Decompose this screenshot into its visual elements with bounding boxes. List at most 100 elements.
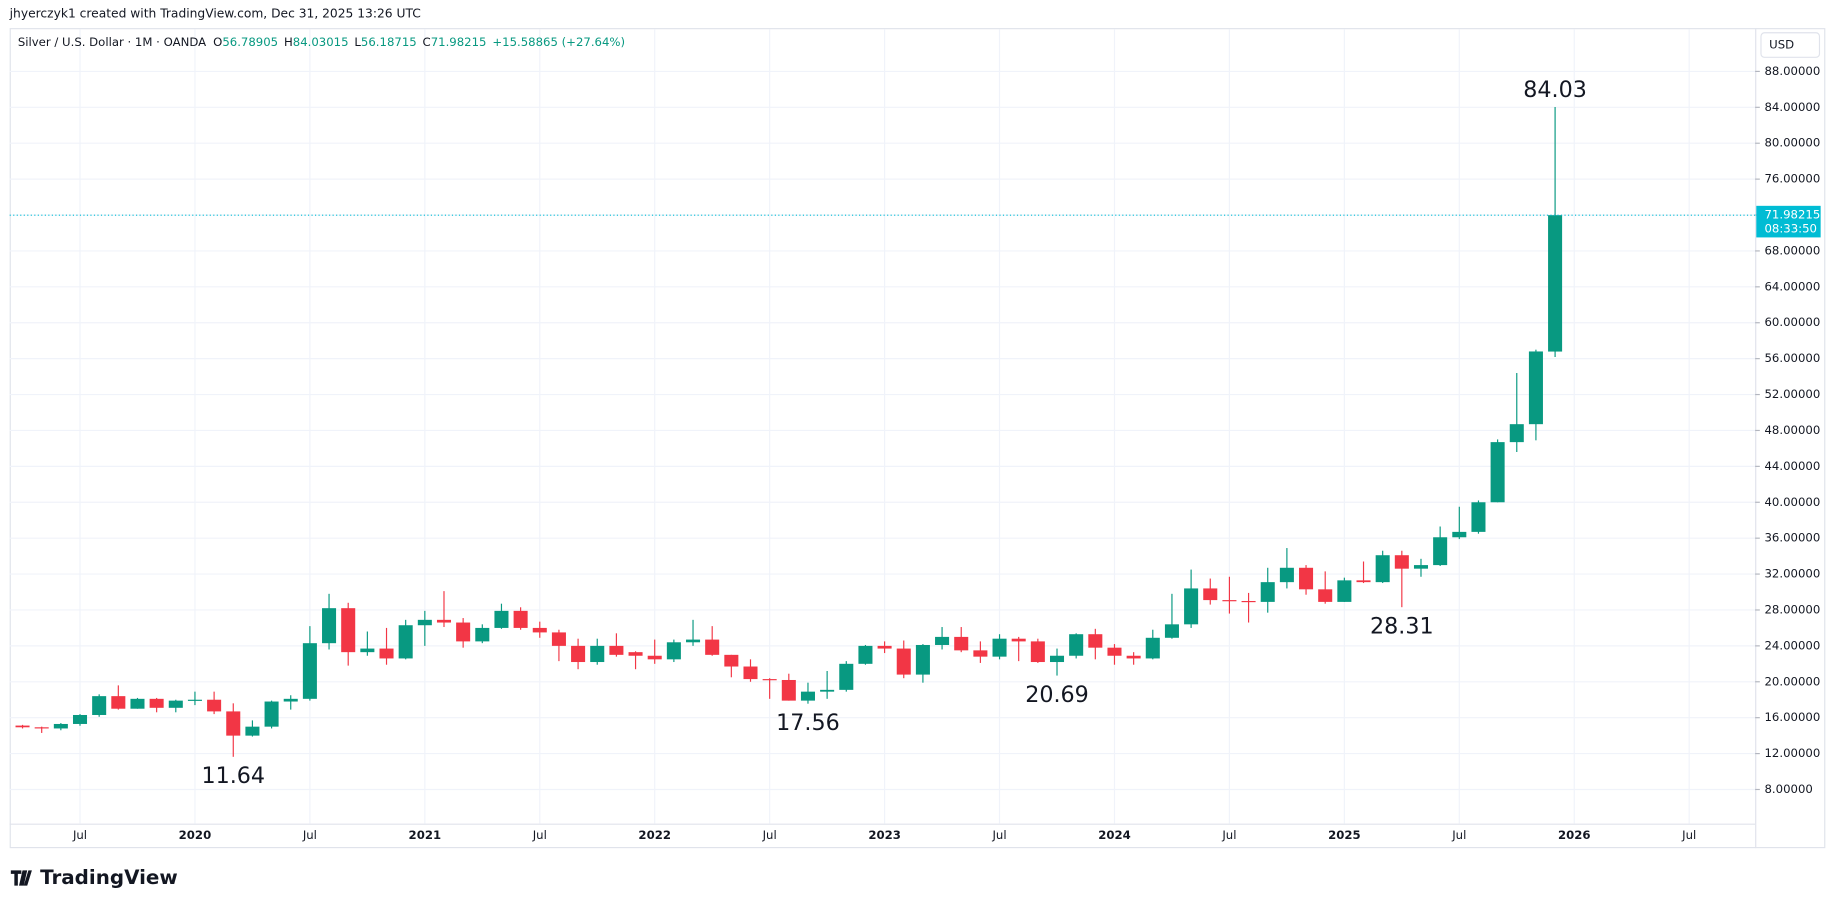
ohlc-value: 56.18715 xyxy=(361,35,417,49)
candle xyxy=(92,694,107,717)
candle xyxy=(15,724,30,729)
candle-body xyxy=(1356,580,1371,583)
candle-body xyxy=(130,698,145,709)
candle xyxy=(551,629,566,662)
candle xyxy=(1413,558,1429,577)
candle-body xyxy=(34,727,49,729)
candle xyxy=(532,621,547,638)
candle-body xyxy=(1069,634,1084,656)
candle-body xyxy=(800,691,815,701)
candle-body xyxy=(1528,351,1543,425)
x-tick-label: 2020 xyxy=(179,828,212,842)
candle-body xyxy=(992,638,1007,657)
candle xyxy=(1011,636,1026,662)
candle-body xyxy=(915,644,930,675)
candle xyxy=(973,641,988,663)
candle-body xyxy=(628,652,643,656)
y-tick-label: 20.00000 xyxy=(1764,674,1820,688)
candle-body xyxy=(417,619,432,626)
x-tick-label: 2025 xyxy=(1328,828,1361,842)
candle-body xyxy=(1241,600,1256,603)
countdown-label: 08:33:50 xyxy=(1764,222,1817,236)
candle xyxy=(1030,638,1045,663)
y-tick-label: 88.00000 xyxy=(1764,64,1820,78)
candle xyxy=(820,671,835,699)
candle xyxy=(34,726,49,733)
y-tick-label: 12.00000 xyxy=(1764,746,1820,760)
candle-body xyxy=(571,645,586,663)
candle xyxy=(111,685,126,710)
change-value: +15.58865 (+27.64%) xyxy=(492,35,625,49)
x-tick-label: Jul xyxy=(302,828,317,842)
candle xyxy=(72,714,88,726)
ohlc-key: L xyxy=(354,35,361,49)
candle xyxy=(379,627,394,665)
candle-body xyxy=(1260,582,1275,602)
candle-body xyxy=(1509,424,1524,443)
candle xyxy=(436,591,452,628)
logo-mark xyxy=(10,870,32,886)
candle xyxy=(513,607,528,630)
candle xyxy=(1203,578,1218,605)
ohlc-value: 56.78905 xyxy=(222,35,278,49)
candle-body xyxy=(245,726,260,736)
candle xyxy=(628,651,643,670)
ohlc-value: 84.03015 xyxy=(293,35,349,49)
candle-body xyxy=(398,625,413,659)
candle-body xyxy=(609,645,624,655)
price-annotation: 84.03 xyxy=(1523,77,1587,103)
candle xyxy=(877,641,892,654)
x-tick-label: 2023 xyxy=(868,828,901,842)
candle xyxy=(609,633,624,657)
candle-body xyxy=(724,654,739,667)
y-tick-label: 56.00000 xyxy=(1764,351,1820,365)
currency-button[interactable] xyxy=(1760,32,1821,58)
candle xyxy=(149,697,164,713)
candle-body xyxy=(264,701,279,727)
candle-body xyxy=(111,696,126,709)
candle-body xyxy=(322,608,337,644)
candle xyxy=(1126,652,1141,665)
candle-body xyxy=(820,689,835,692)
candle xyxy=(1241,592,1256,623)
y-tick-label: 52.00000 xyxy=(1764,387,1820,401)
candle-body xyxy=(1548,215,1563,352)
ohlc-key: C xyxy=(423,35,431,49)
brand-logo: TradingView xyxy=(10,866,178,889)
y-tick-label: 40.00000 xyxy=(1764,495,1820,509)
candle xyxy=(800,682,815,704)
ohlc-value: 71.98215 xyxy=(431,35,487,49)
candle xyxy=(1433,526,1448,566)
brand-name: TradingView xyxy=(40,866,178,889)
last-price-label: 71.98215 xyxy=(1764,208,1820,222)
candle-body xyxy=(1433,537,1448,566)
candle-body xyxy=(302,643,317,699)
author-line: jhyerczyk1 created with TradingView.com,… xyxy=(9,7,421,21)
candle xyxy=(456,618,471,648)
grid xyxy=(9,29,1756,824)
candle-body xyxy=(781,679,796,701)
x-tick-label: Jul xyxy=(762,828,777,842)
symbol-title: Silver / U.S. Dollar · 1M · OANDA xyxy=(18,35,206,49)
candle xyxy=(1548,107,1563,357)
candle-body xyxy=(1318,589,1333,602)
y-tick-label: 48.00000 xyxy=(1764,423,1820,437)
symbol-legend: Silver / U.S. Dollar · 1M · OANDA O56.789… xyxy=(18,35,625,49)
candle-body xyxy=(954,636,969,651)
candle-body xyxy=(1145,637,1160,659)
candle-body xyxy=(1126,655,1141,659)
candle-body xyxy=(360,648,375,653)
candle xyxy=(666,639,681,663)
currency-label: USD xyxy=(1769,38,1794,52)
candle-body xyxy=(187,699,202,701)
candle xyxy=(1260,567,1275,613)
candle-body xyxy=(1203,588,1218,601)
candle-body xyxy=(1030,641,1045,663)
candle xyxy=(1299,565,1314,595)
candle-body xyxy=(53,723,68,729)
candle-body xyxy=(1088,634,1103,648)
candle xyxy=(264,700,279,729)
candle xyxy=(1318,571,1333,604)
candle xyxy=(992,634,1007,660)
candle-body xyxy=(551,632,566,646)
